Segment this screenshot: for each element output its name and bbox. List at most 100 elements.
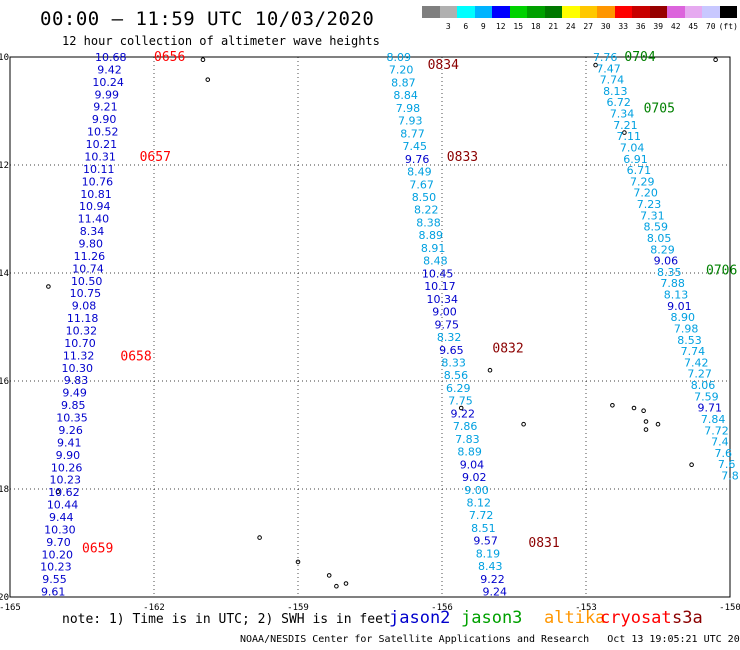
colorbar-label: 36 [635,22,646,31]
wave-height-value: 10.74 [72,262,104,275]
wave-height-value: 7.75 [448,395,473,408]
wave-height-value: 9.24 [483,586,508,599]
colorbar-swatch [597,6,615,18]
wave-height-value: 9.41 [57,436,82,449]
colorbar-label: (ft) [718,22,738,31]
wave-height-value: 9.06 [654,255,679,268]
wave-height-value: 7.88 [660,277,685,290]
colorbar-swatch [544,6,562,18]
wave-height-value: 8.19 [476,547,501,560]
wave-height-value: 6.71 [627,164,652,177]
colorbar-swatch [422,6,440,18]
wave-height-value: 9.90 [56,449,81,462]
colorbar-swatch [684,6,702,18]
lon-tick-label: -162 [143,603,165,613]
colorbar-swatch [492,6,510,18]
wave-height-value: 10.35 [56,412,88,425]
wave-height-value: 10.62 [48,486,80,499]
wave-height-value: 10.17 [424,280,456,293]
wave-height-value: 7.93 [398,115,423,128]
island-outline [643,427,649,432]
wave-height-value: 10.44 [47,499,79,512]
colorbar-label: 21 [548,22,559,31]
wave-height-value: 7.11 [617,130,642,143]
pass-time-label: 0658 [120,350,151,365]
wave-height-value: 9.42 [97,63,122,76]
pass-time-label: 0705 [644,101,675,116]
wave-height-value: 8.59 [644,221,669,234]
wave-height-value: 9.26 [58,424,83,437]
wave-height-value: 8.43 [478,560,503,573]
island-outline [713,57,718,63]
wave-height-value: 7.6 [718,458,736,471]
wave-height-value: 7.6 [715,447,733,460]
wave-height-value: 10.50 [71,275,103,288]
wave-height-value: 10.81 [80,188,112,201]
wave-height-value: 9.76 [405,153,430,166]
wave-height-value: 10.76 [82,175,114,188]
wave-height-value: 7.34 [610,108,635,121]
wave-height-value: 10.26 [51,461,83,474]
wave-height-value: 7.31 [640,209,665,222]
wave-height-value: 10.21 [86,138,118,151]
wave-height-value: 10.75 [70,287,102,300]
wave-height-value: 9.00 [432,306,457,319]
wave-height-value: 8.12 [467,497,492,510]
wave-height-value: 10.23 [50,474,82,487]
wave-height-value: 7.98 [674,322,699,335]
footer-credit: NOAA/NESDIS Center for Satellite Applica… [240,634,740,645]
wave-height-value: 9.22 [451,407,476,420]
wave-height-value: 7.42 [684,356,709,369]
wave-height-value: 8.89 [457,446,482,459]
wave-height-value: 8.33 [441,356,466,369]
island-outline [610,403,615,408]
colorbar-swatch [579,6,597,18]
wave-height-value: 8.13 [603,85,628,98]
colorbar-label: 39 [653,22,664,31]
lat-tick-label: -20 [0,593,9,603]
wave-height-value: 8.06 [691,379,716,392]
wave-height-value: 7.86 [453,420,478,433]
wave-height-value: 8.32 [437,331,462,344]
island-outline [343,581,349,586]
lat-tick-label: -12 [0,161,9,171]
wave-height-value: 7.04 [620,141,645,154]
wave-height-value: 8.13 [664,289,689,302]
wave-height-value: 8.38 [416,216,441,229]
wave-height-value: 8.35 [657,266,682,279]
wave-height-value: 8.90 [671,311,696,324]
wave-height-value: 9.21 [93,101,118,114]
island-outline [205,77,211,82]
island-outline [326,573,332,578]
island-outline [655,421,661,427]
colorbar-label: 42 [670,22,681,31]
colorbar-swatch [614,6,632,18]
wave-height-value: 7.20 [633,187,658,200]
colorbar-label: 15 [513,22,524,31]
legend-jason2: jason2 [389,608,451,628]
wave-height-value: 10.23 [40,561,72,574]
wave-height-value: 11.26 [74,250,106,263]
wave-height-value: 9.83 [64,374,89,387]
wave-height-value: 10.30 [62,362,94,375]
colorbar-swatch [702,6,720,18]
wave-height-value: 6.29 [446,382,471,395]
wave-height-value: 9.70 [46,536,71,549]
island-outline [257,535,262,540]
wave-height-value: 8.56 [444,369,469,382]
wave-height-value: 7.47 [596,62,621,75]
wave-height-value: 8.22 [414,204,439,217]
island-outline [689,462,694,468]
wave-height-value: 7.72 [704,424,729,437]
colorbar-label: 12 [495,22,506,31]
wave-height-value: 9.55 [42,573,67,586]
wave-height-value: 8.91 [421,242,446,255]
wave-height-value: 7.4 [711,436,729,449]
colorbar-label: 27 [583,22,594,31]
wave-height-value: 9.75 [435,318,460,331]
wave-height-value: 9.57 [473,535,498,548]
island-outline [622,130,627,135]
colorbar-label: 30 [600,22,611,31]
lat-tick-label: -16 [0,377,9,387]
